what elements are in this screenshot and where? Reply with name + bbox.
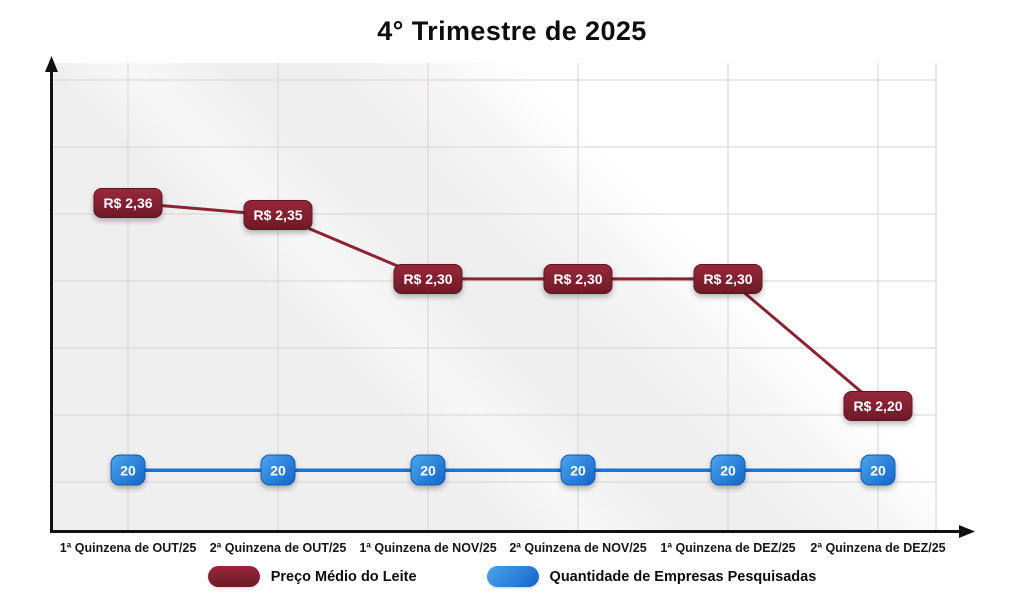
count-data-label-badge: 20 — [860, 454, 896, 486]
plot-area-background — [52, 63, 937, 533]
price-data-label-badge: R$ 2,30 — [543, 263, 613, 294]
price-data-label-badge: R$ 2,20 — [843, 391, 913, 421]
count-series-swatch — [486, 566, 539, 587]
price-series-line — [127, 201, 879, 408]
legend-item-price: Preço Médio do Leite — [207, 566, 417, 587]
count-data-label-badge: 20 — [560, 454, 596, 486]
count-data-label-badge: 20 — [260, 454, 296, 486]
price-data-label-badge: R$ 2,30 — [393, 263, 463, 294]
price-data-label-badge: R$ 2,30 — [693, 263, 763, 294]
count-data-label-badge: 20 — [110, 454, 146, 486]
legend-label-price: Preço Médio do Leite — [270, 568, 417, 585]
count-data-label-badge: 20 — [710, 454, 746, 486]
legend-item-count: Quantidade de Empresas Pesquisadas — [486, 566, 817, 587]
price-data-label-badge: R$ 2,35 — [243, 200, 313, 231]
x-axis-arrow-icon — [959, 525, 975, 538]
count-data-label-badge: 20 — [410, 454, 446, 486]
x-axis-label: 2ª Quinzena de NOV/25 — [509, 541, 647, 555]
x-axis-label: 2ª Quinzena de OUT/25 — [209, 541, 347, 555]
x-axis-label: 2ª Quinzena de DEZ/25 — [810, 541, 946, 555]
legend-label-count: Quantidade de Empresas Pesquisadas — [549, 568, 817, 585]
y-axis-arrow-icon — [45, 56, 58, 72]
x-axis-label: 1ª Quinzena de DEZ/25 — [660, 541, 796, 555]
chart-title: 4° Trimestre de 2025 — [377, 16, 647, 46]
x-axis-label: 1ª Quinzena de NOV/25 — [359, 541, 497, 555]
price-data-label-badge: R$ 2,36 — [93, 187, 163, 218]
price-series-swatch — [207, 566, 260, 587]
legend: Preço Médio do Leite Quantidade de Empre… — [0, 566, 1024, 587]
x-axis-label: 1ª Quinzena de OUT/25 — [59, 541, 197, 555]
